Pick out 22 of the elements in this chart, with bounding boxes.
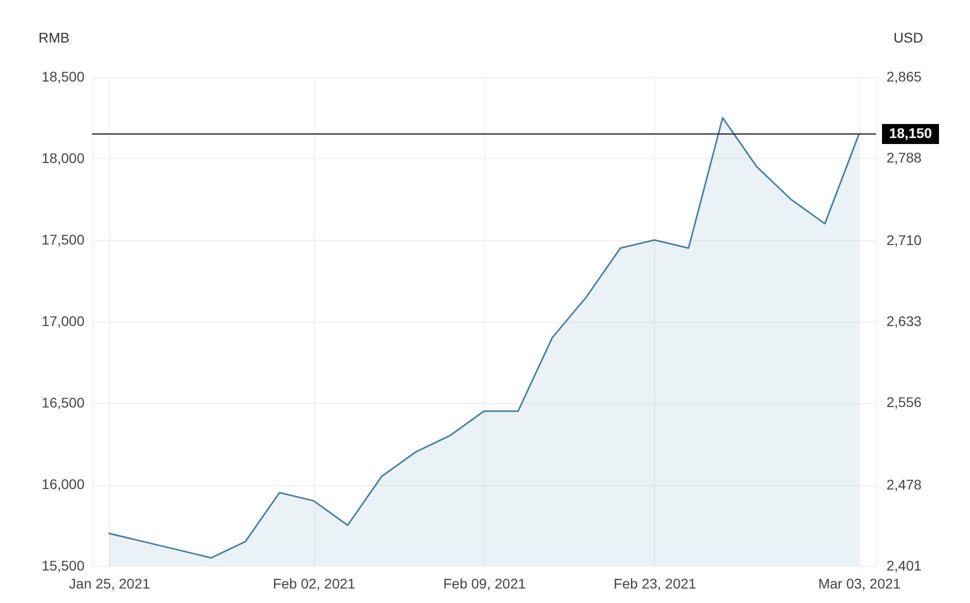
y2-tick-label: 2,710 <box>886 232 922 248</box>
y-tick-label: 16,500 <box>42 394 85 410</box>
y2-tick-label: 2,478 <box>886 476 922 492</box>
x-tick-label: Jan 25, 2021 <box>69 576 150 592</box>
y2-tick-label: 2,556 <box>886 394 922 410</box>
y2-tick-label: 2,865 <box>886 68 922 84</box>
y2-axis-title: USD <box>894 30 924 46</box>
y-tick-label: 16,000 <box>42 476 85 492</box>
x-tick-label: Feb 02, 2021 <box>272 576 356 592</box>
y-axis-title: RMB <box>38 30 70 46</box>
y-tick-label: 17,000 <box>42 313 85 329</box>
y-tick-label: 18,500 <box>42 68 85 84</box>
x-tick-label: Mar 03, 2021 <box>818 576 901 592</box>
y-tick-label: 15,500 <box>42 558 85 574</box>
ref-line-label: 18,150 <box>889 125 932 142</box>
y-tick-label: 18,000 <box>42 150 85 166</box>
y2-tick-label: 2,788 <box>886 150 922 166</box>
y2-tick-label: 2,633 <box>886 313 922 329</box>
y-tick-label: 17,500 <box>42 232 85 248</box>
x-tick-label: Feb 23, 2021 <box>614 576 696 592</box>
x-tick-label: Feb 09, 2021 <box>443 576 526 592</box>
y2-tick-label: 2,401 <box>886 558 922 574</box>
